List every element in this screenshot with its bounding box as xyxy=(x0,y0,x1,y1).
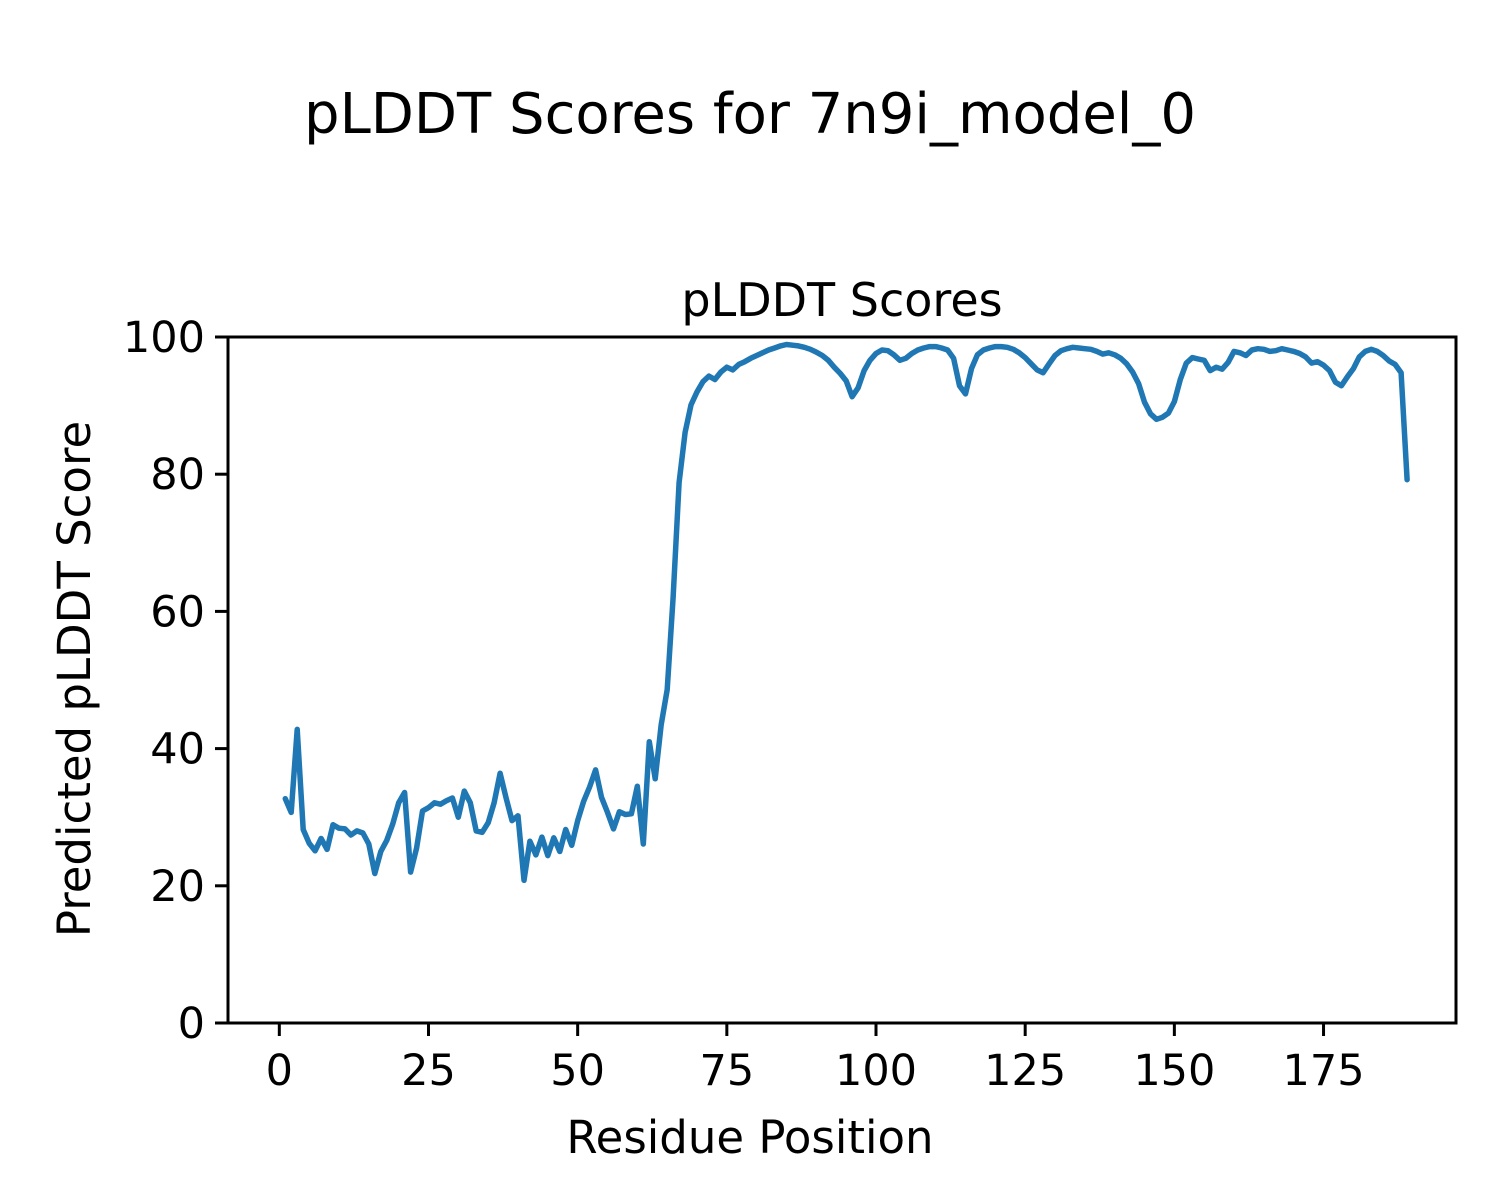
ticks-layer: 0 25 50 75 100 125 150 175 0 20 40 60 80 100 xyxy=(123,313,1365,1096)
y-tick-label: 40 xyxy=(150,725,205,775)
x-tick-label: 0 xyxy=(266,1046,293,1096)
y-axis-label: Predicted pLDDT Score xyxy=(48,421,101,937)
y-tick-label: 60 xyxy=(150,587,205,637)
figure-title: pLDDT Scores for 7n9i_model_0 xyxy=(304,82,1196,147)
x-tick-label: 25 xyxy=(401,1046,456,1096)
axes-frame xyxy=(226,335,1458,1025)
plddt-line xyxy=(282,341,1410,884)
x-tick-label: 150 xyxy=(1133,1046,1215,1096)
x-tick-label: 175 xyxy=(1282,1046,1364,1096)
y-tick-label: 100 xyxy=(123,313,205,363)
x-axis-label: Residue Position xyxy=(566,1111,933,1164)
line-layer xyxy=(282,341,1410,884)
x-tick-label: 50 xyxy=(550,1046,605,1096)
y-tick-label: 20 xyxy=(150,862,205,912)
x-tick-label: 75 xyxy=(699,1046,754,1096)
y-tick-label: 0 xyxy=(178,999,205,1049)
y-tick-label: 80 xyxy=(150,450,205,500)
x-tick-label: 125 xyxy=(984,1046,1066,1096)
x-tick-label: 100 xyxy=(835,1046,917,1096)
axes-title: pLDDT Scores xyxy=(681,273,1002,327)
